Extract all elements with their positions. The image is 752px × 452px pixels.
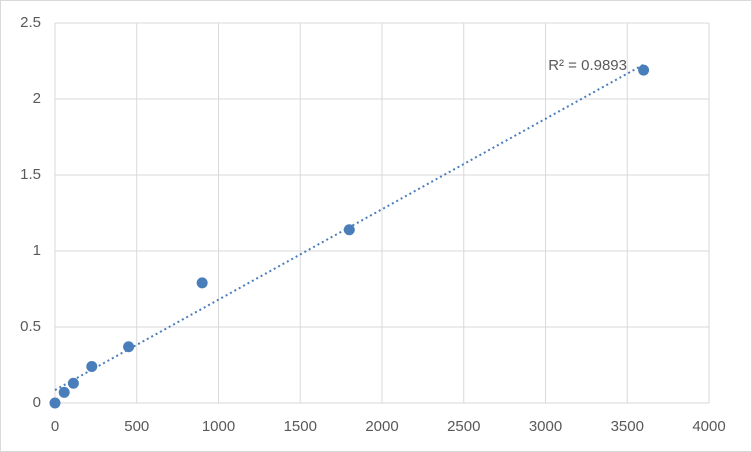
annotation: R² = 0.9893: [548, 57, 627, 74]
y-tick-label: 2.5: [20, 14, 41, 31]
x-tick-label: 0: [51, 418, 59, 435]
point: [86, 361, 98, 373]
x-tick-label: 4000: [692, 418, 725, 435]
point: [123, 341, 135, 353]
x-tick-label: 1500: [284, 418, 317, 435]
x-tick-label: 2000: [365, 418, 398, 435]
y-tick-label: 0: [33, 394, 41, 411]
point: [196, 277, 208, 289]
point: [67, 377, 79, 389]
x-tick-label: 1000: [202, 418, 235, 435]
point: [58, 386, 70, 398]
y-tick-label: 2: [33, 90, 41, 107]
x-tick-label: 500: [124, 418, 149, 435]
x-tick-label: 3000: [529, 418, 562, 435]
x-tick-label: 3500: [611, 418, 644, 435]
y-tick-label: 1.5: [20, 166, 41, 183]
point: [638, 64, 650, 76]
y-tick-label: 0.5: [20, 318, 41, 335]
y-tick-label: 1: [33, 242, 41, 259]
x-tick-label: 2500: [447, 418, 480, 435]
point: [343, 224, 355, 236]
point: [49, 397, 61, 409]
